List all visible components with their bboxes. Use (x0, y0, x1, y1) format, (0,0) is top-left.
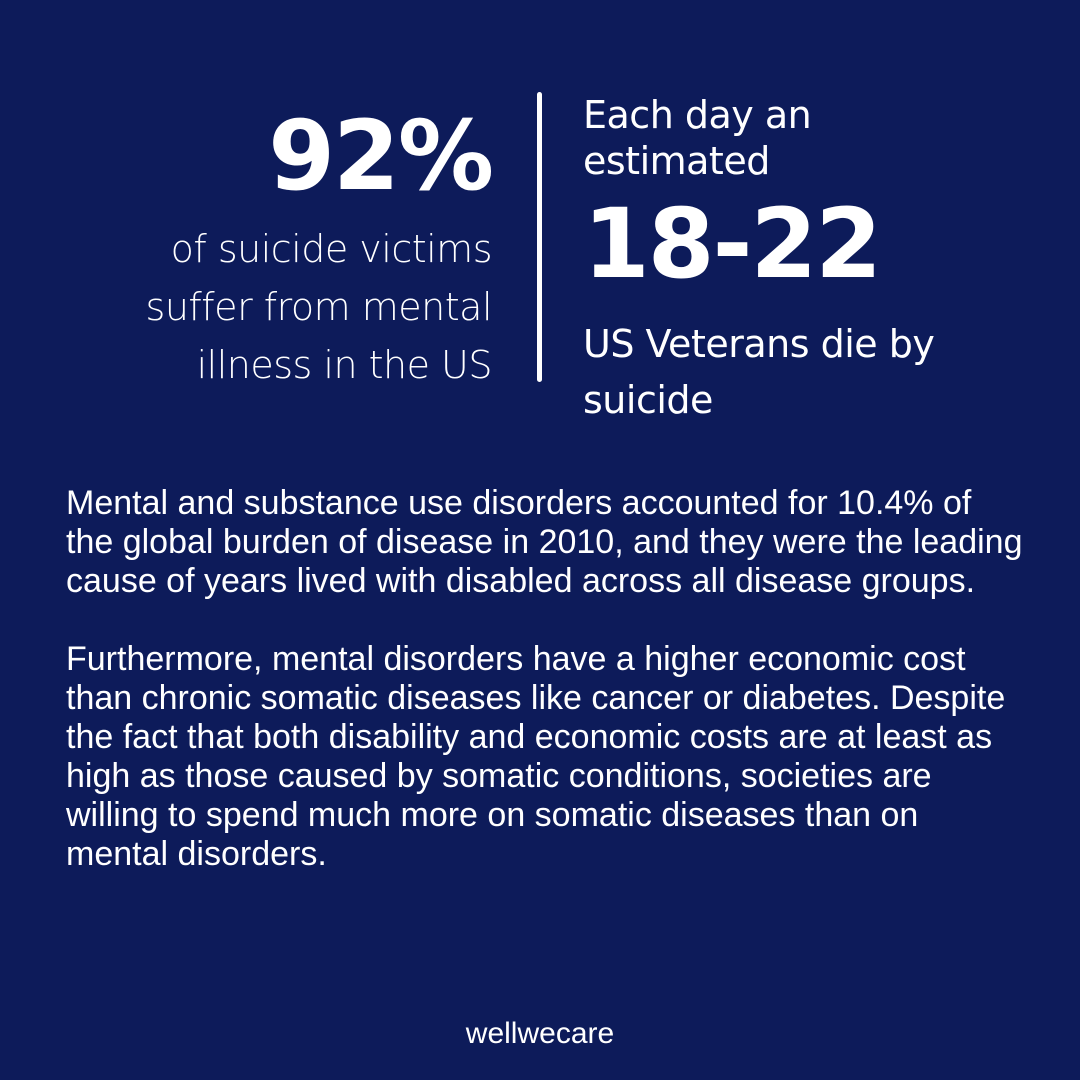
stat-veterans-lead: Each day an estimated (583, 93, 812, 183)
body-text: Mental and substance use disorders accou… (66, 484, 1026, 874)
stat-veterans-caption: US Veterans die by suicide (583, 322, 935, 422)
stat-percentage: 92% (268, 100, 494, 212)
stat-percentage-caption: of suicide victims suffer from mental il… (145, 227, 493, 387)
veterans-suicide-stat: Each day an estimated 18-22 US Veterans … (583, 92, 1003, 428)
brand-name: wellwecare (465, 1017, 615, 1050)
body-paragraph-global-burden: Mental and substance use disorders accou… (66, 484, 1023, 600)
stat-veterans-number: 18-22 (583, 188, 882, 300)
suicide-mental-illness-stat: 92% of suicide victims suffer from menta… (100, 100, 494, 394)
body-paragraph-economic-cost: Furthermore, mental disorders have a hig… (66, 640, 1006, 873)
vertical-divider (537, 92, 542, 382)
